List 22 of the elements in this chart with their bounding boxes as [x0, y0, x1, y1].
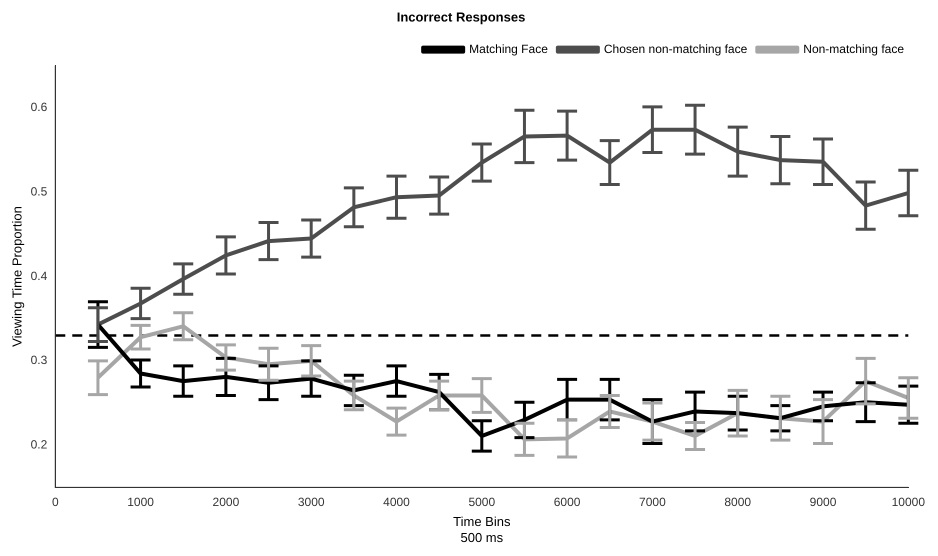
x-tick-label: 4000 — [383, 494, 410, 509]
legend-label: Matching Face — [469, 42, 548, 56]
y-tick-label: 0.3 — [30, 353, 48, 368]
y-tick-label: 0.4 — [30, 268, 48, 283]
y-axis-title: Viewing Time Proportion — [9, 206, 24, 347]
x-tick-label: 2000 — [212, 494, 240, 509]
x-tick-label: 9000 — [810, 494, 837, 509]
x-tick-label: 10000 — [892, 494, 926, 509]
y-tick-label: 0.6 — [30, 100, 48, 114]
y-tick-label: 0.2 — [30, 438, 48, 452]
x-tick-label: 5000 — [468, 494, 496, 509]
y-tick-label: 0.5 — [30, 184, 48, 198]
x-axis-title: Time Bins 500 ms — [453, 514, 511, 545]
legend-label: Chosen non-matching face — [604, 42, 748, 56]
x-tick-label: 8000 — [724, 494, 752, 509]
x-tick-label: 3000 — [298, 494, 325, 509]
x-tick-label: 0 — [52, 494, 59, 509]
x-tick-label: 7000 — [639, 494, 666, 509]
x-tick-label: 1000 — [127, 494, 154, 509]
chart-title: Incorrect Responses — [396, 9, 526, 24]
legend-label: Non-matching face — [803, 42, 904, 56]
x-tick-label: 6000 — [554, 494, 581, 509]
